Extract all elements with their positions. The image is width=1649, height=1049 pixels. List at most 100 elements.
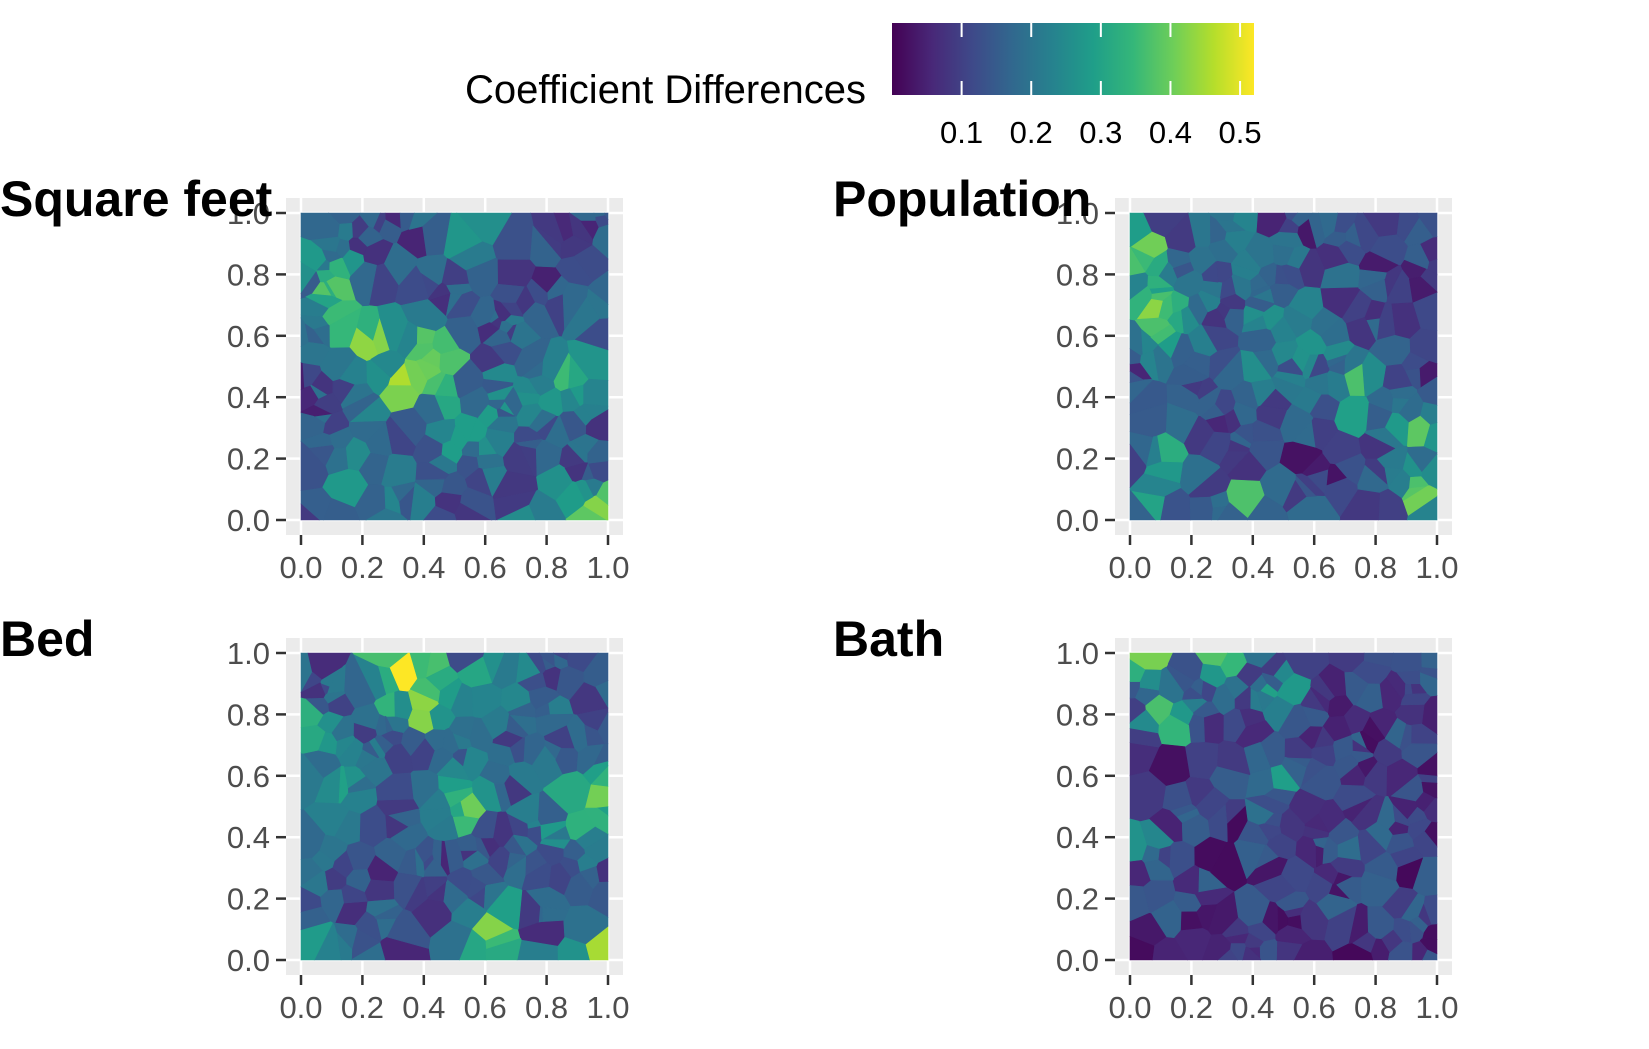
voronoi-cell: [1345, 222, 1361, 248]
y-tick-label: 0.2: [1056, 442, 1099, 477]
voronoi-cell: [514, 338, 552, 377]
voronoi-cell: [1181, 305, 1200, 335]
voronoi-cell: [444, 316, 481, 355]
voronoi-cell: [1412, 292, 1438, 332]
voronoi-cell: [349, 396, 392, 423]
voronoi-cell: [1314, 725, 1335, 748]
voronoi-cell: [305, 293, 343, 309]
voronoi-cell: [1409, 916, 1429, 933]
voronoi-cell: [1351, 794, 1385, 831]
voronoi-cell: [1327, 695, 1354, 717]
voronoi-cell: [1403, 243, 1430, 270]
x-tick-label: 1.0: [1415, 990, 1458, 1025]
voronoi-cell: [1419, 360, 1438, 388]
voronoi-cell: [579, 865, 600, 890]
voronoi-cell: [396, 320, 418, 360]
colorbar: [892, 23, 1254, 95]
voronoi-cell: [582, 761, 609, 785]
voronoi-cell: [588, 460, 609, 483]
voronoi-cell: [1172, 269, 1204, 298]
voronoi-cell: [339, 355, 367, 385]
voronoi-cell: [300, 503, 320, 521]
voronoi-cell: [1158, 294, 1173, 321]
x-tick-label: 0.8: [1354, 990, 1397, 1025]
tessellation: [300, 212, 609, 521]
voronoi-cell: [1251, 378, 1276, 407]
voronoi-cell: [1282, 479, 1307, 513]
voronoi-cell: [1129, 935, 1155, 961]
x-tick-label: 1.0: [586, 550, 629, 585]
voronoi-cell: [1205, 415, 1229, 433]
voronoi-cell: [1420, 652, 1438, 670]
voronoi-cell: [492, 470, 539, 500]
voronoi-cell: [408, 212, 438, 230]
colorbar-tick-label: 0.2: [1010, 115, 1053, 150]
colorbar-tick-label: 0.5: [1219, 115, 1262, 150]
voronoi-cell: [314, 392, 343, 414]
panel-square-feet: 0.0 0.2 0.4 0.6 0.8 1.00.00.20.40.60.81.0Squa…: [0, 171, 630, 585]
voronoi-cell: [555, 481, 586, 519]
voronoi-cell: [1387, 940, 1413, 961]
voronoi-cell: [1419, 672, 1438, 697]
voronoi-cell: [515, 652, 541, 683]
x-tick-label: 0.0: [279, 550, 322, 585]
voronoi-cell: [423, 876, 448, 898]
voronoi-cell: [1270, 764, 1301, 792]
voronoi-cell: [1273, 659, 1295, 684]
voronoi-cell: [1357, 464, 1389, 493]
voronoi-cell: [1129, 652, 1174, 670]
voronoi-cell: [300, 920, 333, 961]
voronoi-cell: [560, 235, 593, 260]
voronoi-cell: [528, 409, 557, 433]
voronoi-cell: [1311, 744, 1336, 767]
voronoi-cell: [340, 382, 374, 409]
legend-title: Coefficient Differences: [465, 68, 866, 112]
voronoi-cell: [300, 412, 326, 441]
y-tick-label: 0.2: [227, 882, 270, 917]
voronoi-cell: [1129, 818, 1147, 862]
y-tick-label: 0.0: [1056, 943, 1099, 978]
voronoi-cell: [1129, 370, 1144, 383]
voronoi-cell: [583, 652, 609, 687]
voronoi-cell: [413, 393, 445, 425]
voronoi-cell: [1362, 212, 1400, 237]
x-tick-label: 0.2: [341, 550, 384, 585]
voronoi-cell: [329, 257, 351, 280]
voronoi-cell: [1352, 660, 1392, 684]
y-tick-label: 0.0: [227, 943, 270, 978]
voronoi-cell: [331, 714, 354, 742]
voronoi-cell: [439, 348, 471, 376]
voronoi-cell: [1203, 712, 1224, 744]
voronoi-cell: [1129, 212, 1152, 247]
voronoi-cell: [479, 760, 510, 784]
voronoi-cell: [300, 724, 326, 754]
voronoi-cell: [583, 807, 609, 835]
colorbar-tick-label: 0.3: [1079, 115, 1122, 150]
voronoi-cell: [485, 938, 522, 961]
voronoi-cell: [418, 788, 451, 811]
voronoi-cell: [529, 225, 562, 268]
x-tick-label: 0.2: [1170, 990, 1213, 1025]
voronoi-cell: [338, 765, 349, 804]
colorbar-tick-label: 0.1: [940, 115, 983, 150]
voronoi-cell: [335, 901, 368, 926]
voronoi-cell: [1273, 371, 1306, 388]
y-tick-label: 1.0: [1056, 196, 1099, 231]
voronoi-cell: [362, 741, 380, 759]
voronoi-cell: [1166, 384, 1200, 414]
colorbar-legend: Coefficient Differences 0.1 0.2 0.3 0.4 0.5: [465, 23, 1262, 150]
x-tick-label: 0.2: [1170, 550, 1213, 585]
voronoi-cell: [300, 362, 305, 391]
voronoi-cell: [384, 815, 409, 839]
voronoi-cell: [344, 652, 376, 709]
voronoi-cell: [1297, 218, 1317, 249]
voronoi-cell: [493, 299, 512, 322]
voronoi-cell: [542, 666, 561, 691]
panel-title-population: Population: [833, 171, 1091, 227]
panel-title-bed: Bed: [0, 611, 94, 667]
y-tick-label: 0.6: [1056, 759, 1099, 794]
voronoi-cell: [1266, 832, 1297, 860]
voronoi-cell: [1402, 485, 1438, 516]
x-tick-label: 0.8: [525, 990, 568, 1025]
